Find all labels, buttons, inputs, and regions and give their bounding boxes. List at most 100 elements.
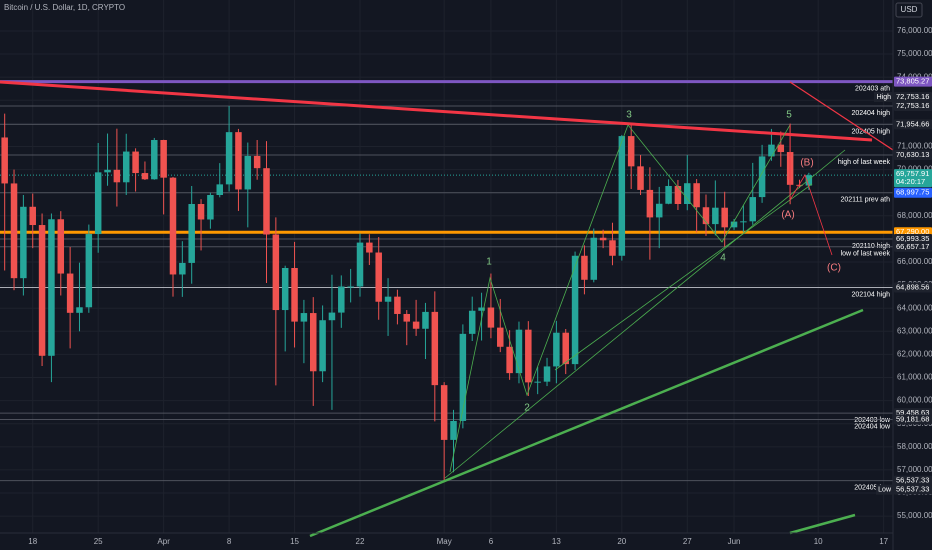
level-price-box xyxy=(894,76,932,87)
level-label: 202111 prev ath xyxy=(840,197,890,204)
candle-body xyxy=(151,140,158,180)
level-label: 202404 low xyxy=(854,423,891,430)
candle-body xyxy=(768,144,775,157)
candle-body xyxy=(225,132,233,185)
candle-body xyxy=(253,155,261,169)
candle-body xyxy=(347,286,354,288)
candle-body xyxy=(440,385,448,440)
low-tag-box xyxy=(876,484,893,495)
level-label: 202104 high xyxy=(851,291,890,298)
level-label: 202405 low xyxy=(854,484,891,491)
trend-line xyxy=(789,513,856,535)
high-tag: High xyxy=(877,94,892,101)
candle-body xyxy=(468,310,476,334)
wave-label: (A) xyxy=(781,210,794,221)
drawings xyxy=(0,80,894,538)
candle-body xyxy=(403,313,411,322)
level-label: 202403 low xyxy=(854,417,891,424)
candle-body xyxy=(113,169,121,183)
x-tick-label: 13 xyxy=(552,537,561,546)
candle-body xyxy=(721,207,728,228)
candle-body xyxy=(263,168,270,235)
y-tick-label: 75,000.00 xyxy=(897,49,932,58)
level-price: 68,997.75 xyxy=(896,188,929,197)
x-tick-label: 8 xyxy=(227,537,232,546)
candle-body xyxy=(609,240,616,256)
x-tick-label: 10 xyxy=(814,537,823,546)
level-label: high of last week xyxy=(838,159,891,166)
current-price: 69,757.91 xyxy=(896,169,929,178)
level-price: 72,753.16 xyxy=(896,101,929,110)
level-label: 202404 high xyxy=(851,110,890,117)
candle-body xyxy=(10,183,18,279)
chart-title: Bitcoin / U.S. Dollar, 1D, CRYPTO xyxy=(4,3,125,12)
x-tick-label: 15 xyxy=(290,537,299,546)
candle-body xyxy=(581,255,588,280)
y-tick-label: 66,000.00 xyxy=(897,257,932,266)
wave-label: 1 xyxy=(486,257,492,268)
candle-body xyxy=(412,321,420,329)
candle-body xyxy=(235,132,242,190)
candle-body xyxy=(562,332,569,365)
level-price: 66,657.17 xyxy=(896,242,929,251)
level-price-box xyxy=(894,414,932,425)
candle-body xyxy=(758,156,766,198)
level-price-box xyxy=(894,234,932,245)
trend-line xyxy=(0,80,873,142)
candle-body xyxy=(38,225,46,356)
y-tick-label: 64,000.00 xyxy=(897,303,932,312)
candle-body xyxy=(805,175,813,186)
candle-body xyxy=(525,329,532,383)
candle-body xyxy=(122,151,130,183)
level-price: 67,290.00 xyxy=(896,227,929,236)
y-tick-label: 58,000.00 xyxy=(897,442,932,451)
candle-body xyxy=(48,219,55,356)
level-price-box xyxy=(894,187,932,198)
candle-body xyxy=(543,366,551,382)
level-price: 64,898.56 xyxy=(896,282,929,291)
candle-body xyxy=(76,307,83,313)
candle-body xyxy=(450,420,457,440)
candle-body xyxy=(590,237,598,280)
candle-body xyxy=(796,184,803,186)
level-price: 73,805.27 xyxy=(896,77,929,86)
level-price: 71,954.66 xyxy=(896,119,929,128)
candle-body xyxy=(57,219,65,274)
currency: USD xyxy=(901,5,918,14)
y-tick-label: 57,000.00 xyxy=(897,465,932,474)
countdown: 04:20:17 xyxy=(896,177,925,186)
candle-body xyxy=(684,183,691,205)
candle-body xyxy=(94,172,102,235)
x-tick-label: 6 xyxy=(489,537,494,546)
candle-body xyxy=(665,185,672,204)
level-price-box xyxy=(894,282,932,293)
candle-body xyxy=(281,268,289,311)
level-price: 70,630.13 xyxy=(896,150,929,159)
x-tick-label: Jun xyxy=(728,537,741,546)
x-tick-label: 17 xyxy=(879,537,888,546)
high-price-box xyxy=(894,91,932,102)
currency-box xyxy=(895,2,923,18)
y-tick-label: 62,000.00 xyxy=(897,350,932,359)
candle-body xyxy=(674,185,682,205)
level-price-box xyxy=(894,100,932,111)
candle-body xyxy=(749,197,756,222)
wave-label: 4 xyxy=(720,253,726,264)
candle-body xyxy=(141,173,149,180)
x-tick-label: May xyxy=(437,537,452,546)
candle-body xyxy=(712,207,719,225)
level-label: 202405 high xyxy=(851,128,890,135)
level-label: low of last week xyxy=(841,251,891,258)
candle-body xyxy=(366,242,373,253)
candle-body xyxy=(160,140,167,178)
candle-body xyxy=(1,137,8,184)
candle-body xyxy=(338,286,345,313)
wave-label: 5 xyxy=(786,110,792,121)
candle-body xyxy=(328,312,336,321)
price-tags: 73,805.27 72,753.16 71,954.66 70,630.13 68,9… xyxy=(874,77,932,495)
x-tick-label: 20 xyxy=(617,537,626,546)
candle-body xyxy=(20,206,27,279)
candle-body xyxy=(207,194,214,220)
y-tick-label: 76,000.00 xyxy=(897,26,932,35)
y-tick-label: 71,000.00 xyxy=(897,142,932,151)
